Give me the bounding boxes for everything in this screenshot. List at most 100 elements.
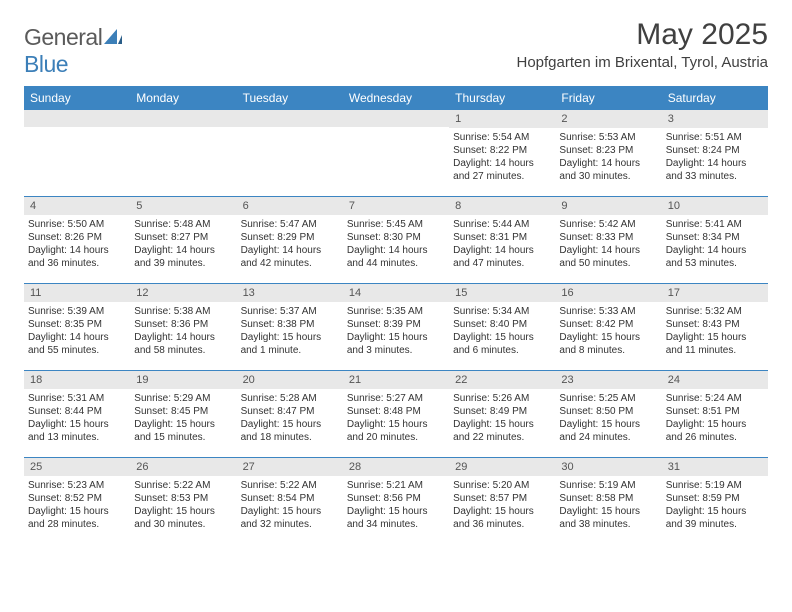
- sunset-text: Sunset: 8:38 PM: [241, 318, 339, 331]
- sunset-text: Sunset: 8:45 PM: [134, 405, 232, 418]
- sunrise-text: Sunrise: 5:20 AM: [453, 479, 551, 492]
- sunset-text: Sunset: 8:22 PM: [453, 144, 551, 157]
- day-cell: [343, 110, 449, 196]
- day-number: 6: [237, 197, 343, 215]
- sunrise-text: Sunrise: 5:48 AM: [134, 218, 232, 231]
- day-cell: 12Sunrise: 5:38 AMSunset: 8:36 PMDayligh…: [130, 284, 236, 370]
- sunrise-text: Sunrise: 5:22 AM: [241, 479, 339, 492]
- sunrise-text: Sunrise: 5:27 AM: [347, 392, 445, 405]
- daylight-text: Daylight: 14 hours and 50 minutes.: [559, 244, 657, 270]
- sail-icon: [104, 24, 122, 51]
- sunrise-text: Sunrise: 5:54 AM: [453, 131, 551, 144]
- day-number: [24, 110, 130, 127]
- day-cell: 17Sunrise: 5:32 AMSunset: 8:43 PMDayligh…: [662, 284, 768, 370]
- daylight-text: Daylight: 15 hours and 11 minutes.: [666, 331, 764, 357]
- daylight-text: Daylight: 14 hours and 42 minutes.: [241, 244, 339, 270]
- day-header-cell: Monday: [130, 86, 236, 110]
- daylight-text: Daylight: 14 hours and 27 minutes.: [453, 157, 551, 183]
- sunrise-text: Sunrise: 5:51 AM: [666, 131, 764, 144]
- day-cell: 19Sunrise: 5:29 AMSunset: 8:45 PMDayligh…: [130, 371, 236, 457]
- day-number: 31: [662, 458, 768, 476]
- sunset-text: Sunset: 8:57 PM: [453, 492, 551, 505]
- sunrise-text: Sunrise: 5:29 AM: [134, 392, 232, 405]
- sunset-text: Sunset: 8:24 PM: [666, 144, 764, 157]
- day-number: 12: [130, 284, 236, 302]
- day-number: 20: [237, 371, 343, 389]
- day-number: 25: [24, 458, 130, 476]
- daylight-text: Daylight: 15 hours and 18 minutes.: [241, 418, 339, 444]
- sunrise-text: Sunrise: 5:41 AM: [666, 218, 764, 231]
- day-header-cell: Tuesday: [237, 86, 343, 110]
- day-cell: [24, 110, 130, 196]
- daylight-text: Daylight: 15 hours and 38 minutes.: [559, 505, 657, 531]
- day-cell: 31Sunrise: 5:19 AMSunset: 8:59 PMDayligh…: [662, 458, 768, 544]
- day-number: 4: [24, 197, 130, 215]
- sunrise-text: Sunrise: 5:19 AM: [666, 479, 764, 492]
- day-number: 17: [662, 284, 768, 302]
- day-cell: [130, 110, 236, 196]
- brand-logo: GeneralBlue: [24, 24, 122, 78]
- day-number: 2: [555, 110, 661, 128]
- day-number: 14: [343, 284, 449, 302]
- sunrise-text: Sunrise: 5:47 AM: [241, 218, 339, 231]
- daylight-text: Daylight: 15 hours and 20 minutes.: [347, 418, 445, 444]
- week-row: 18Sunrise: 5:31 AMSunset: 8:44 PMDayligh…: [24, 371, 768, 458]
- sunrise-text: Sunrise: 5:53 AM: [559, 131, 657, 144]
- sunset-text: Sunset: 8:47 PM: [241, 405, 339, 418]
- day-number: [237, 110, 343, 127]
- day-number: 16: [555, 284, 661, 302]
- sunset-text: Sunset: 8:35 PM: [28, 318, 126, 331]
- sunrise-text: Sunrise: 5:28 AM: [241, 392, 339, 405]
- day-cell: 26Sunrise: 5:22 AMSunset: 8:53 PMDayligh…: [130, 458, 236, 544]
- daylight-text: Daylight: 14 hours and 47 minutes.: [453, 244, 551, 270]
- day-cell: 21Sunrise: 5:27 AMSunset: 8:48 PMDayligh…: [343, 371, 449, 457]
- day-number: 15: [449, 284, 555, 302]
- daylight-text: Daylight: 15 hours and 3 minutes.: [347, 331, 445, 357]
- sunset-text: Sunset: 8:51 PM: [666, 405, 764, 418]
- sunset-text: Sunset: 8:59 PM: [666, 492, 764, 505]
- day-number: 26: [130, 458, 236, 476]
- day-cell: 1Sunrise: 5:54 AMSunset: 8:22 PMDaylight…: [449, 110, 555, 196]
- daylight-text: Daylight: 15 hours and 8 minutes.: [559, 331, 657, 357]
- sunrise-text: Sunrise: 5:26 AM: [453, 392, 551, 405]
- sunrise-text: Sunrise: 5:32 AM: [666, 305, 764, 318]
- day-cell: 7Sunrise: 5:45 AMSunset: 8:30 PMDaylight…: [343, 197, 449, 283]
- day-number: 5: [130, 197, 236, 215]
- daylight-text: Daylight: 14 hours and 55 minutes.: [28, 331, 126, 357]
- location-text: Hopfgarten im Brixental, Tyrol, Austria: [517, 54, 769, 71]
- sunrise-text: Sunrise: 5:19 AM: [559, 479, 657, 492]
- week-row: 4Sunrise: 5:50 AMSunset: 8:26 PMDaylight…: [24, 197, 768, 284]
- sunrise-text: Sunrise: 5:33 AM: [559, 305, 657, 318]
- daylight-text: Daylight: 15 hours and 1 minute.: [241, 331, 339, 357]
- sunset-text: Sunset: 8:44 PM: [28, 405, 126, 418]
- daylight-text: Daylight: 14 hours and 53 minutes.: [666, 244, 764, 270]
- sunrise-text: Sunrise: 5:44 AM: [453, 218, 551, 231]
- sunset-text: Sunset: 8:23 PM: [559, 144, 657, 157]
- day-cell: 13Sunrise: 5:37 AMSunset: 8:38 PMDayligh…: [237, 284, 343, 370]
- daylight-text: Daylight: 15 hours and 24 minutes.: [559, 418, 657, 444]
- day-cell: 24Sunrise: 5:24 AMSunset: 8:51 PMDayligh…: [662, 371, 768, 457]
- sunrise-text: Sunrise: 5:23 AM: [28, 479, 126, 492]
- sunrise-text: Sunrise: 5:25 AM: [559, 392, 657, 405]
- day-number: 27: [237, 458, 343, 476]
- daylight-text: Daylight: 15 hours and 22 minutes.: [453, 418, 551, 444]
- sunrise-text: Sunrise: 5:22 AM: [134, 479, 232, 492]
- sunrise-text: Sunrise: 5:24 AM: [666, 392, 764, 405]
- sunrise-text: Sunrise: 5:31 AM: [28, 392, 126, 405]
- daylight-text: Daylight: 14 hours and 36 minutes.: [28, 244, 126, 270]
- sunrise-text: Sunrise: 5:38 AM: [134, 305, 232, 318]
- sunrise-text: Sunrise: 5:35 AM: [347, 305, 445, 318]
- daylight-text: Daylight: 15 hours and 13 minutes.: [28, 418, 126, 444]
- calendar-table: Sunday Monday Tuesday Wednesday Thursday…: [24, 86, 768, 544]
- day-cell: 18Sunrise: 5:31 AMSunset: 8:44 PMDayligh…: [24, 371, 130, 457]
- weeks-container: 1Sunrise: 5:54 AMSunset: 8:22 PMDaylight…: [24, 110, 768, 544]
- daylight-text: Daylight: 15 hours and 30 minutes.: [134, 505, 232, 531]
- daylight-text: Daylight: 14 hours and 30 minutes.: [559, 157, 657, 183]
- calendar-page: GeneralBlue May 2025 Hopfgarten im Brixe…: [0, 0, 792, 554]
- day-header-cell: Thursday: [449, 86, 555, 110]
- day-number: 11: [24, 284, 130, 302]
- brand-text: GeneralBlue: [24, 24, 122, 78]
- day-header-cell: Sunday: [24, 86, 130, 110]
- sunrise-text: Sunrise: 5:50 AM: [28, 218, 126, 231]
- sunset-text: Sunset: 8:27 PM: [134, 231, 232, 244]
